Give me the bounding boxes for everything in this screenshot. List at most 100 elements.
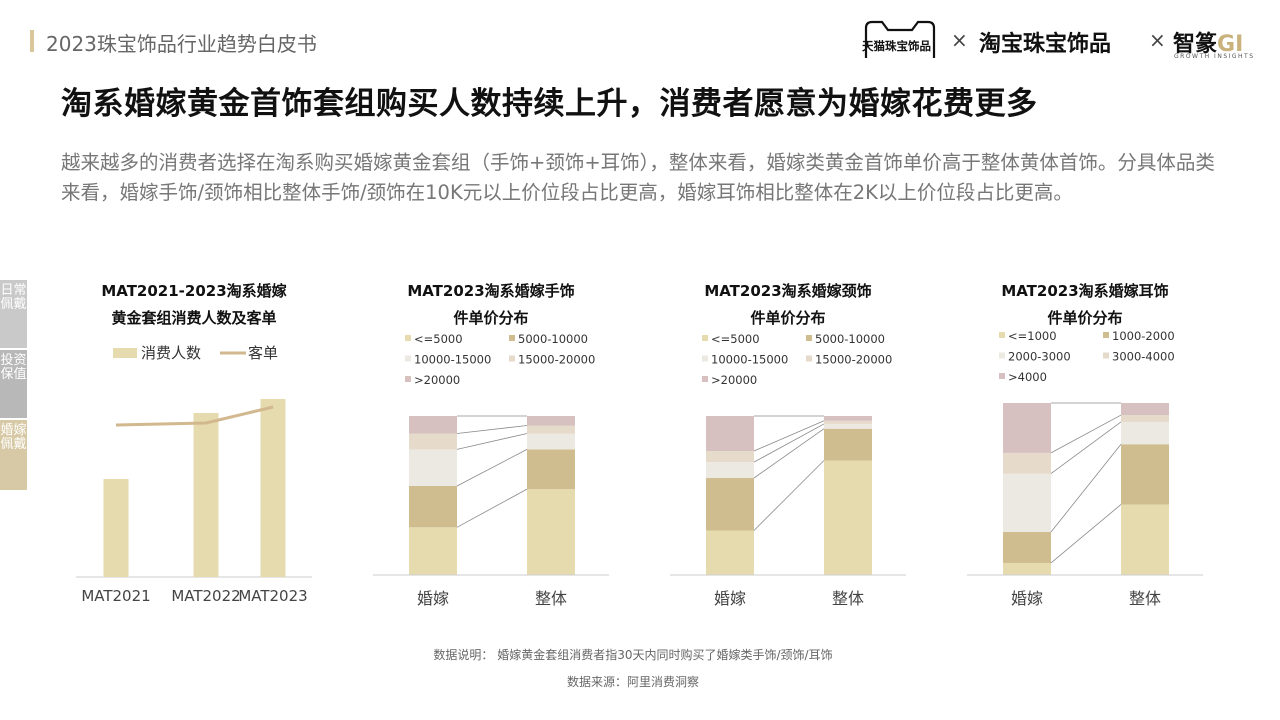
- chart-2-title-line2: 件单价分布: [453, 309, 529, 327]
- zhizhuan-logo-text: 智篆: [1173, 32, 1218, 57]
- bar-segment: [824, 423, 872, 429]
- legend-swatch: [999, 332, 1005, 338]
- legend-label: 15000-20000: [815, 353, 892, 367]
- zhizhuan-logo-gi: GI: [1217, 32, 1244, 57]
- legend-label: 10000-15000: [711, 353, 788, 367]
- legend-swatch: [509, 335, 515, 341]
- legend-label: 5000-10000: [815, 332, 885, 346]
- x-tick-label: MAT2021: [81, 587, 150, 605]
- bar-segment: [824, 460, 872, 575]
- bar-segment: [824, 416, 872, 421]
- legend-label: >20000: [711, 373, 757, 387]
- zhizhuan-logo-subtitle: GROWTH INSIGHTS: [1174, 53, 1255, 60]
- bar-segment: [706, 450, 754, 463]
- legend-swatch: [405, 335, 411, 341]
- bar-segment: [1003, 403, 1051, 453]
- legend-label: >20000: [414, 373, 460, 387]
- legend-swatch: [999, 352, 1005, 359]
- side-tab-label: 婚嫁佩戴: [0, 423, 27, 452]
- legend-swatch: [999, 373, 1005, 379]
- bar-segment: [1121, 444, 1169, 505]
- partner-logos: 天猫珠宝饰品 × 淘宝珠宝饰品 × 智篆GI GROWTH INSIGHTS: [858, 16, 1280, 64]
- bar: [260, 399, 286, 577]
- segment-connector: [456, 449, 528, 487]
- bar-segment: [527, 433, 575, 450]
- legend-swatch: [405, 355, 411, 362]
- taobao-logo-text: 淘宝珠宝饰品: [979, 32, 1112, 57]
- side-tab-wedding[interactable]: 婚嫁佩戴: [0, 420, 27, 490]
- bar: [193, 413, 219, 577]
- legend-label: 2000-3000: [1008, 350, 1071, 364]
- side-tab-label: 投资保值: [0, 353, 27, 382]
- side-tab-label: 日常佩戴: [0, 283, 27, 312]
- legend-swatch: [806, 335, 812, 341]
- legend-swatch: [113, 348, 137, 358]
- tmall-cat-icon: [864, 20, 936, 58]
- side-tab-daily[interactable]: 日常佩戴: [0, 280, 27, 348]
- line-series: [115, 405, 274, 427]
- chart-2-title-line1: MAT2023淘系婚嫁手饰: [407, 282, 575, 300]
- legend-swatch: [1103, 352, 1109, 359]
- tmall-logo-text: 天猫珠宝饰品: [862, 39, 931, 53]
- report-title: 2023珠宝饰品行业趋势白皮书: [46, 32, 317, 56]
- legend-swatch: [702, 355, 708, 362]
- bar-segment: [1121, 415, 1169, 422]
- x-tick-label: MAT2023: [238, 587, 307, 605]
- side-tab-investment[interactable]: 投资保值: [0, 350, 27, 418]
- legend-label: 10000-15000: [414, 353, 491, 367]
- bar-segment: [409, 527, 457, 575]
- segment-connector: [1050, 504, 1122, 564]
- x-tick-label: 婚嫁: [417, 589, 449, 608]
- bar-segment: [706, 478, 754, 531]
- segment-connector: [1050, 414, 1122, 454]
- segment-connector: [753, 428, 825, 479]
- segment-connector: [753, 460, 825, 531]
- segment-connector: [1050, 421, 1122, 474]
- legend-label: 1000-2000: [1112, 329, 1175, 343]
- x-tick-label: 整体: [1129, 589, 1161, 608]
- x-tick-label: 整体: [535, 589, 567, 608]
- legend-label: <=5000: [414, 332, 463, 346]
- zhizhuan-logo: 智篆GI: [1173, 26, 1243, 58]
- page-description: 越来越多的消费者选择在淘系购买婚嫁黄金套组（手饰+颈饰+耳饰），整体来看，婚嫁类…: [61, 151, 1215, 204]
- bar-segment: [409, 416, 457, 434]
- chart-4-title: MAT2023淘系婚嫁耳饰 件单价分布: [967, 278, 1203, 332]
- legend-swatch: [806, 355, 812, 362]
- page-title: 淘系婚嫁黄金首饰套组购买人数持续上升，消费者愿意为婚嫁花费更多: [61, 86, 1038, 122]
- segment-connector: [456, 425, 528, 434]
- bar-segment: [1121, 421, 1169, 445]
- legend-swatch: [702, 335, 708, 341]
- x-tick-label: MAT2022: [171, 587, 240, 605]
- x-tick-label: 婚嫁: [714, 589, 746, 608]
- bar-segment: [409, 449, 457, 486]
- bar-segment: [706, 530, 754, 575]
- legend-label: >4000: [1008, 370, 1047, 384]
- bar-segment: [527, 489, 575, 575]
- segment-connector: [753, 423, 825, 463]
- chart-1-title: MAT2021-2023淘系婚嫁 黄金套组消费人数及客单: [76, 278, 312, 332]
- segment-connector: [1050, 444, 1122, 533]
- times-symbol: ×: [951, 28, 968, 52]
- chart-3-title-line1: MAT2023淘系婚嫁颈饰: [704, 282, 872, 300]
- x-tick-label: 婚嫁: [1011, 589, 1043, 608]
- legend-label: 15000-20000: [518, 353, 595, 367]
- segment-connector: [456, 488, 528, 528]
- chart-1-title-line1: MAT2021-2023淘系婚嫁: [101, 282, 287, 300]
- legend-label: <=1000: [1008, 329, 1057, 343]
- bar: [103, 479, 129, 577]
- header-accent-bar: [30, 30, 34, 52]
- bar-segment: [1003, 532, 1051, 563]
- bar-segment: [1121, 403, 1169, 416]
- legend-label: 客单: [248, 344, 278, 362]
- legend-swatch: [509, 355, 515, 362]
- chart-3-title-line2: 件单价分布: [750, 309, 826, 327]
- chart-1-title-line2: 黄金套组消费人数及客单: [111, 309, 277, 327]
- bar-segment: [1121, 504, 1169, 575]
- legend-swatch: [1103, 332, 1109, 338]
- data-source: 数据来源：阿里消费洞察: [566, 675, 699, 689]
- bar-segment: [527, 449, 575, 490]
- side-tabs: 日常佩戴 投资保值 婚嫁佩戴: [0, 280, 27, 490]
- bar-segment: [527, 425, 575, 434]
- chart-2-title: MAT2023淘系婚嫁手饰 件单价分布: [373, 278, 609, 332]
